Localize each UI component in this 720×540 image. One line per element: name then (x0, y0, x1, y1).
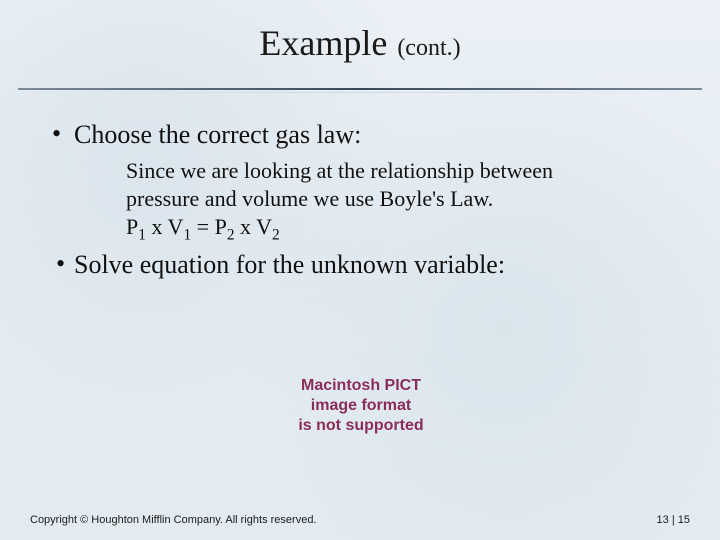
pict-line: Macintosh PICT (266, 376, 456, 396)
pict-line: is not supported (266, 416, 456, 436)
pict-line: image format (266, 396, 456, 416)
bullet-item: • Choose the correct gas law: (52, 119, 668, 151)
footer: Copyright © Houghton Mifflin Company. Al… (30, 514, 690, 526)
slide-title-cont: (cont.) (397, 35, 460, 61)
bullet-marker: • (52, 119, 74, 149)
content-area: • Choose the correct gas law: Since we a… (0, 93, 720, 281)
bullet-text: Choose the correct gas law: (74, 119, 361, 151)
pict-error-placeholder: Macintosh PICT image format is not suppo… (266, 376, 456, 436)
slide-title: Example (259, 23, 387, 63)
equation: P1 x V1 = P2 x V2 (126, 213, 668, 241)
slide-title-area: Example (cont.) (0, 0, 720, 78)
copyright-text: Copyright © Houghton Mifflin Company. Al… (30, 514, 317, 526)
bullet-marker: • (52, 249, 74, 279)
bullet-item: • Solve equation for the unknown variabl… (52, 249, 668, 281)
bullet-text: Solve equation for the unknown variable: (74, 249, 505, 281)
explanation-text: Since we are looking at the relationship… (126, 157, 578, 213)
slide: { "title": { "main": "Example", "sub": "… (0, 0, 720, 540)
page-number: 13 | 15 (657, 514, 690, 526)
